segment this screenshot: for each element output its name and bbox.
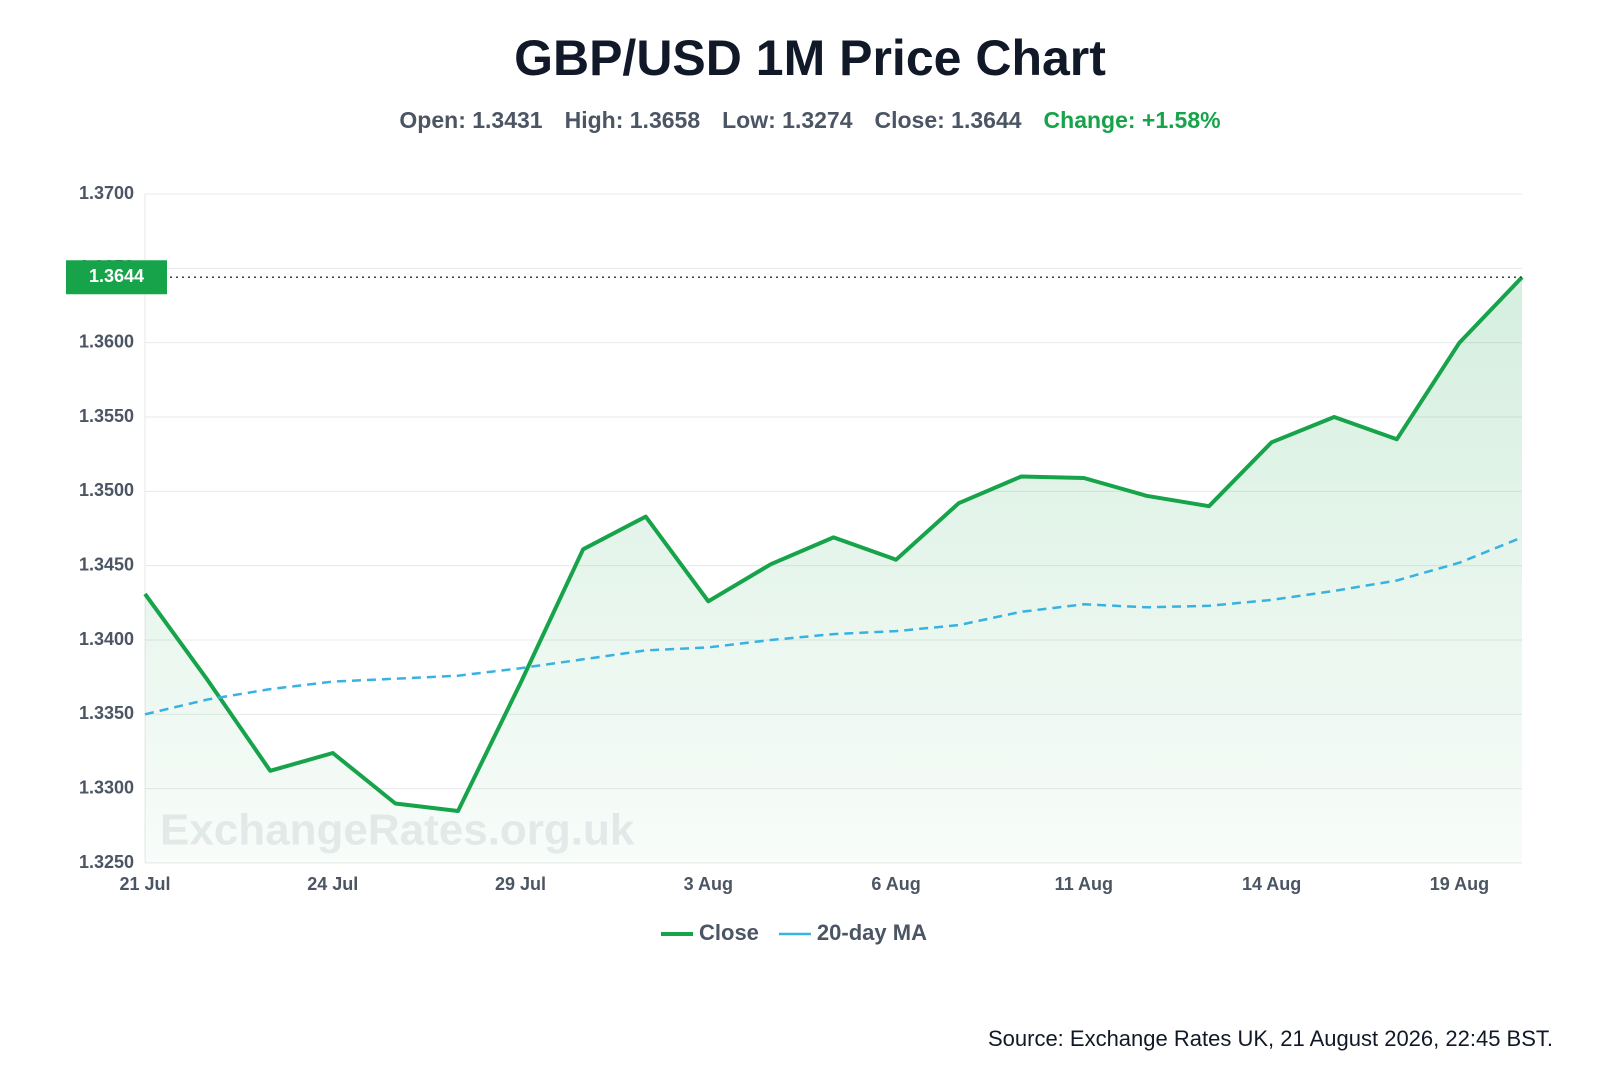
x-tick-label: 21 Jul	[119, 874, 170, 894]
last-price-tag	[66, 260, 167, 295]
y-tick-label: 1.3700	[79, 183, 134, 203]
y-tick-label: 1.3250	[79, 852, 134, 872]
y-tick-label: 1.3300	[79, 777, 134, 797]
ma-line	[144, 536, 1523, 716]
x-tick-label: 19 Aug	[1430, 874, 1489, 894]
y-tick-label: 1.3400	[79, 629, 134, 649]
x-tick-label: 6 Aug	[871, 874, 920, 894]
y-tick-label: 1.3350	[79, 703, 134, 723]
legend-label: 20-day MA	[817, 920, 927, 945]
close-line	[143, 275, 1524, 813]
stat: High: 1.3658	[565, 107, 701, 133]
chart-title: GBP/USD 1M Price Chart	[514, 30, 1106, 86]
y-tick-label: 1.3450	[79, 554, 134, 574]
last-price-label: 1.3644	[89, 266, 144, 286]
stat: Low: 1.3274	[722, 107, 853, 133]
stat: Open: 1.3431	[399, 107, 542, 133]
x-tick-label: 29 Jul	[495, 874, 546, 894]
stat: Change: +1.58%	[1044, 107, 1221, 133]
y-tick-label: 1.3600	[79, 331, 134, 351]
area-fill	[145, 277, 1522, 863]
source: Source: Exchange Rates UK, 21 August 202…	[988, 1026, 1553, 1051]
x-tick-label: 24 Jul	[307, 874, 358, 894]
stat: Close: 1.3644	[875, 107, 1022, 133]
x-tick-label: 11 Aug	[1055, 874, 1113, 894]
x-tick-label: 14 Aug	[1242, 874, 1301, 894]
legend-label: Close	[699, 920, 759, 945]
y-tick-label: 1.3500	[79, 480, 134, 500]
y-tick-label: 1.3550	[79, 406, 134, 426]
stats-line: Open: 1.3431 High: 1.3658 Low: 1.3274 Close…	[399, 107, 1220, 133]
x-tick-label: 3 Aug	[684, 874, 733, 894]
